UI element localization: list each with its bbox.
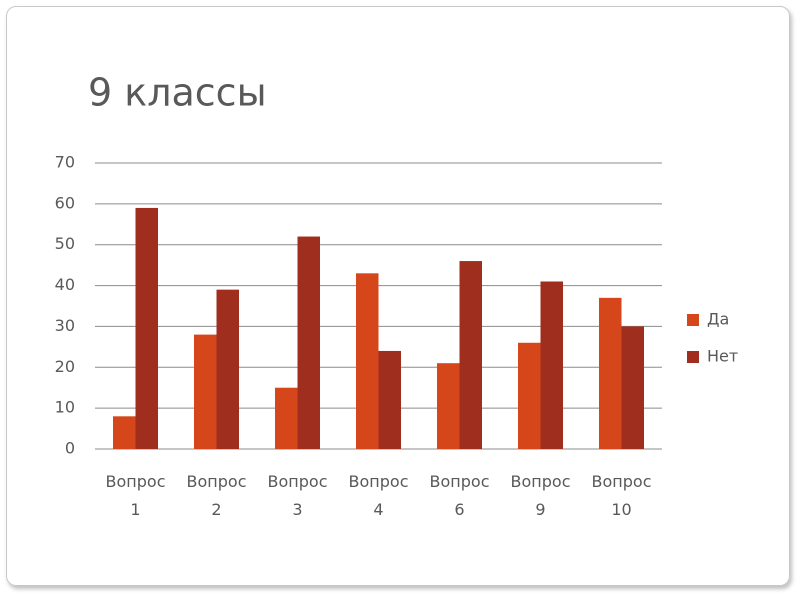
x-tick-label: Вопрос 6	[429, 472, 490, 519]
y-tick-label: 40	[55, 275, 75, 294]
bar	[216, 289, 239, 449]
bar	[135, 207, 158, 449]
legend-label: Да	[707, 310, 729, 329]
x-tick-label: Вопрос 10	[591, 472, 652, 519]
legend-swatch	[687, 314, 699, 326]
y-tick-label: 60	[55, 193, 75, 212]
bar	[194, 334, 217, 449]
y-tick-label: 20	[55, 357, 75, 376]
bar	[275, 387, 298, 449]
bar	[113, 416, 136, 449]
x-tick-label: Вопрос 9	[510, 472, 571, 519]
legend-swatch	[687, 351, 699, 363]
bar	[540, 281, 563, 449]
x-tick-label: Вопрос 3	[267, 472, 328, 519]
bar	[459, 261, 482, 449]
chart-title: 9 классы	[88, 71, 267, 115]
y-tick-label: 50	[55, 234, 75, 253]
y-tick-label: 10	[55, 398, 75, 417]
bar	[356, 273, 379, 449]
y-tick-label: 70	[55, 153, 75, 172]
y-tick-label: 0	[65, 439, 75, 458]
bar	[378, 350, 401, 449]
slide-frame	[6, 6, 790, 586]
legend-label: Нет	[707, 347, 738, 366]
y-tick-label: 30	[55, 316, 75, 335]
x-tick-label: Вопрос 4	[348, 472, 409, 519]
bar	[599, 297, 622, 449]
bar	[297, 236, 320, 449]
x-tick-label: Вопрос 2	[186, 472, 247, 519]
bar	[518, 342, 541, 449]
x-tick-label: Вопрос 1	[105, 472, 166, 519]
bar	[437, 363, 460, 449]
bar	[621, 326, 644, 449]
